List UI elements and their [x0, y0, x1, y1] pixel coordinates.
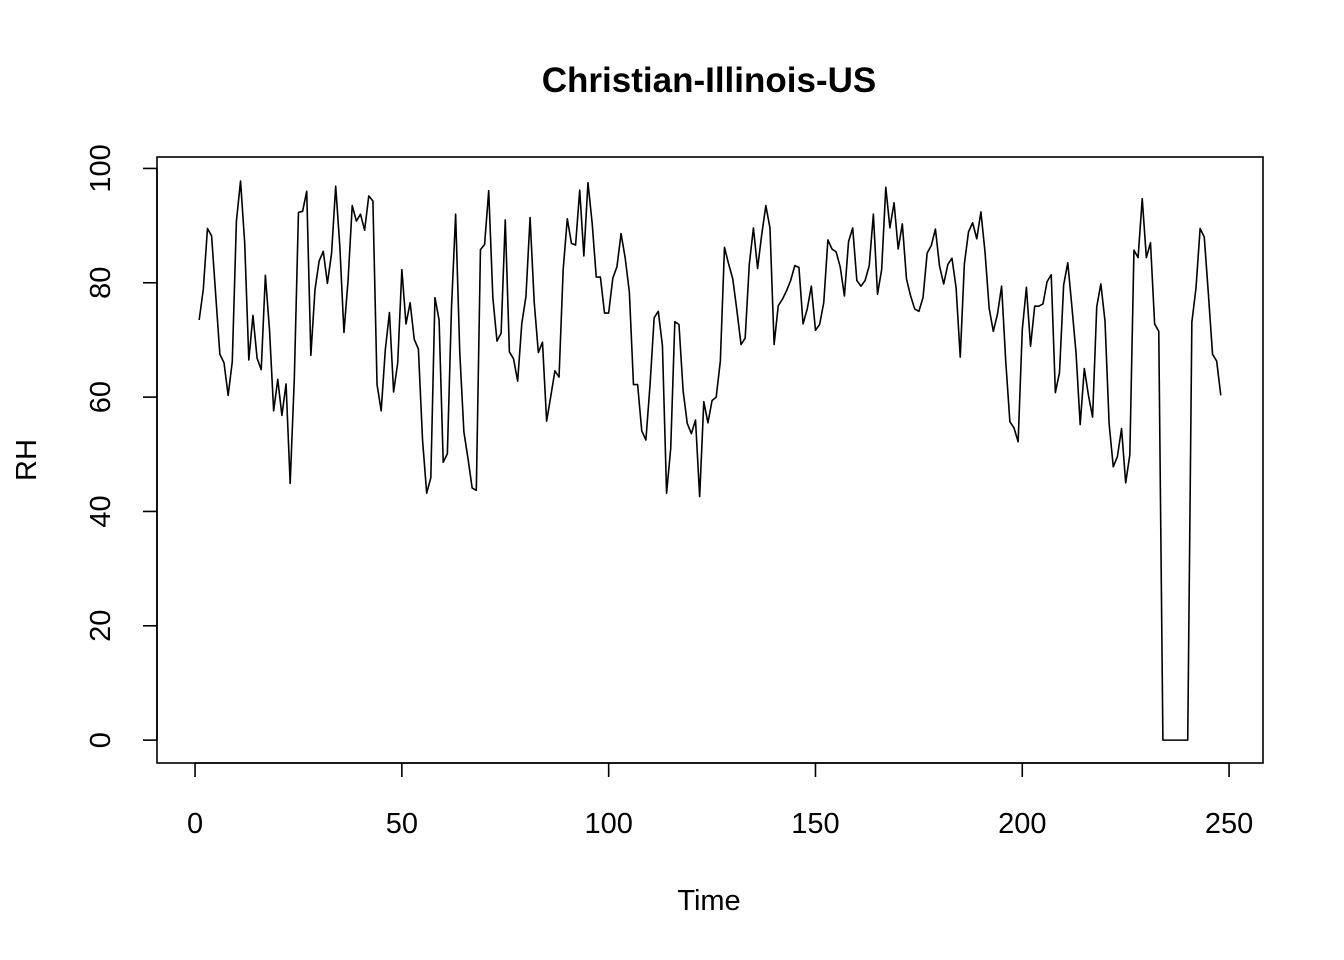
- plot-frame: [156, 156, 1264, 764]
- x-tick-label: 100: [584, 808, 632, 840]
- y-tick-label: 60: [85, 381, 117, 413]
- y-tick-label: 0: [85, 732, 117, 748]
- y-axis: 0 20 40 60 80 100: [85, 144, 158, 748]
- y-tick-label: 20: [85, 610, 117, 642]
- x-tick-label: 250: [1205, 808, 1253, 840]
- x-tick-label: 150: [791, 808, 839, 840]
- x-tick-label: 0: [187, 808, 203, 840]
- y-tick-label: 40: [85, 495, 117, 527]
- chart-title: Christian-Illinois-US: [542, 61, 876, 100]
- x-axis: 0 50 100 150 200 250: [187, 762, 1253, 840]
- x-axis-label: Time: [677, 885, 740, 917]
- series-layer: [198, 180, 1222, 741]
- series-line: [198, 180, 1222, 741]
- y-tick-label: 80: [85, 267, 117, 299]
- x-tick-label: 200: [998, 808, 1046, 840]
- y-axis-label: RH: [11, 439, 43, 481]
- y-tick-label: 100: [85, 144, 117, 192]
- x-tick-label: 50: [386, 808, 418, 840]
